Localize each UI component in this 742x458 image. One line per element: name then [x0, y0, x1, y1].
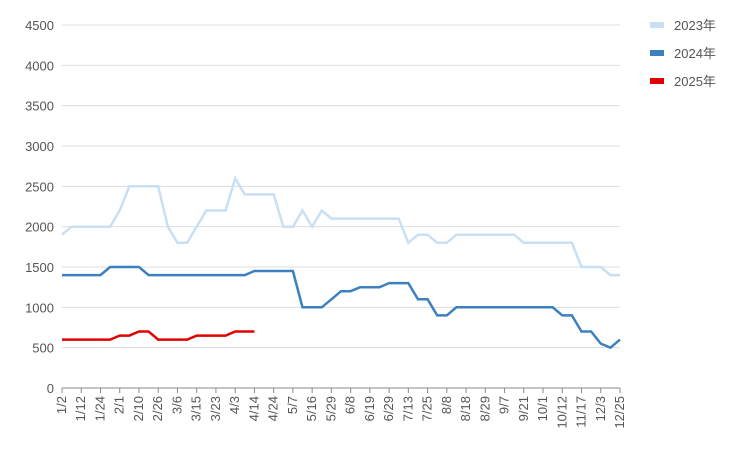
y-tick-label: 0 [47, 381, 54, 396]
y-tick-label: 1000 [25, 300, 54, 315]
x-tick-label: 12/25 [612, 396, 627, 429]
y-tick-label: 500 [32, 341, 54, 356]
x-tick-label: 5/7 [285, 396, 300, 414]
y-tick-label: 4000 [25, 58, 54, 73]
legend-swatch [650, 78, 664, 84]
x-tick-label: 8/8 [439, 396, 454, 414]
x-tick-label: 11/17 [574, 396, 589, 428]
x-tick-label: 2/10 [131, 396, 146, 421]
x-tick-label: 10/1 [535, 396, 550, 421]
x-tick-label: 7/25 [420, 396, 435, 421]
series-line [62, 330, 255, 341]
x-tick-label: 12/3 [593, 396, 608, 421]
legend-swatch [650, 22, 664, 28]
y-tick-label: 3000 [25, 139, 54, 154]
x-tick-label: 3/23 [208, 396, 223, 421]
legend-swatch [650, 50, 664, 56]
y-tick-label: 3500 [25, 99, 54, 114]
legend-label: 2024年 [674, 46, 716, 61]
y-tick-label: 2500 [25, 179, 54, 194]
x-tick-label: 3/15 [189, 396, 204, 421]
x-tick-label: 9/7 [497, 396, 512, 414]
legend-label: 2025年 [674, 74, 716, 89]
x-tick-label: 6/19 [362, 396, 377, 421]
legend-label: 2023年 [674, 18, 716, 33]
x-tick-label: 9/21 [516, 396, 531, 421]
x-tick-label: 5/29 [323, 396, 338, 421]
x-tick-label: 3/6 [169, 396, 184, 414]
x-tick-label: 1/2 [54, 396, 69, 414]
y-tick-label: 1500 [25, 260, 54, 275]
x-tick-label: 2/26 [150, 396, 165, 421]
x-tick-label: 4/24 [266, 396, 281, 421]
x-tick-label: 4/3 [227, 396, 242, 414]
y-tick-label: 4500 [25, 18, 54, 33]
series-line [61, 175, 620, 277]
x-tick-label: 5/16 [304, 396, 319, 421]
x-tick-label: 8/18 [458, 396, 473, 421]
x-tick-label: 1/12 [73, 396, 88, 421]
x-tick-label: 8/29 [477, 396, 492, 421]
y-tick-label: 2000 [25, 220, 54, 235]
x-tick-label: 4/14 [246, 396, 261, 421]
x-tick-label: 2/1 [112, 396, 127, 414]
x-tick-label: 6/8 [343, 396, 358, 414]
x-tick-label: 6/29 [381, 396, 396, 421]
x-tick-label: 7/13 [400, 396, 415, 421]
x-tick-label: 1/24 [92, 396, 107, 421]
x-tick-label: 10/12 [554, 396, 569, 429]
series-line [62, 265, 621, 350]
